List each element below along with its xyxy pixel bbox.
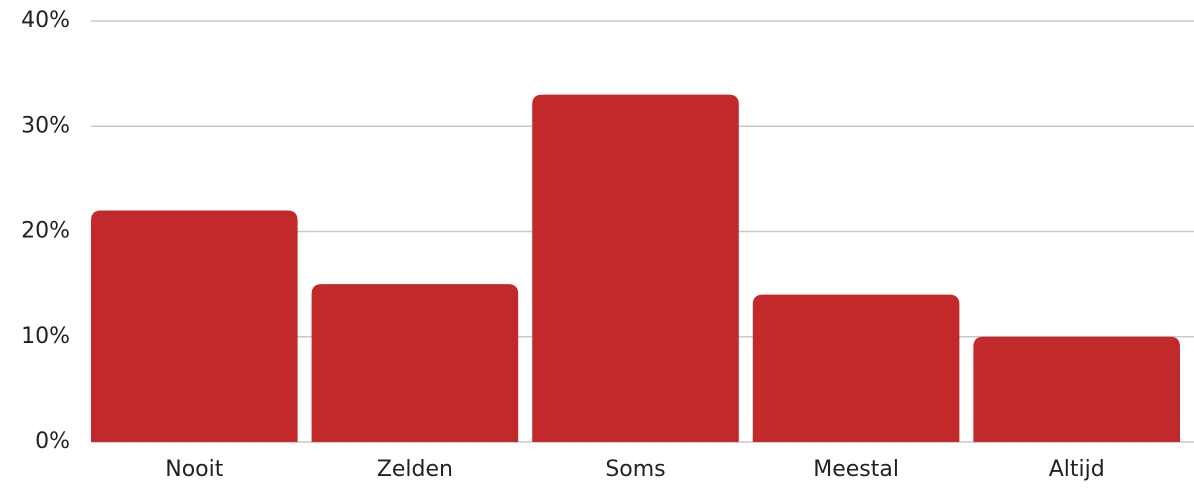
bar — [311, 284, 519, 442]
y-tick-label: 20% — [21, 219, 70, 244]
y-tick-label: 10% — [21, 324, 70, 349]
x-tick-label: Altijd — [1049, 457, 1105, 482]
x-tick-label: Zelden — [377, 457, 453, 482]
bar — [752, 294, 960, 442]
y-tick-label: 40% — [21, 8, 70, 33]
bar — [91, 210, 298, 442]
y-tick-label: 30% — [21, 113, 70, 138]
y-tick-label: 0% — [35, 429, 70, 454]
x-tick-label: Nooit — [165, 457, 223, 482]
x-tick-label: Soms — [605, 457, 665, 482]
x-tick-label: Meestal — [813, 457, 899, 482]
bar — [532, 94, 739, 443]
bar — [973, 336, 1180, 442]
